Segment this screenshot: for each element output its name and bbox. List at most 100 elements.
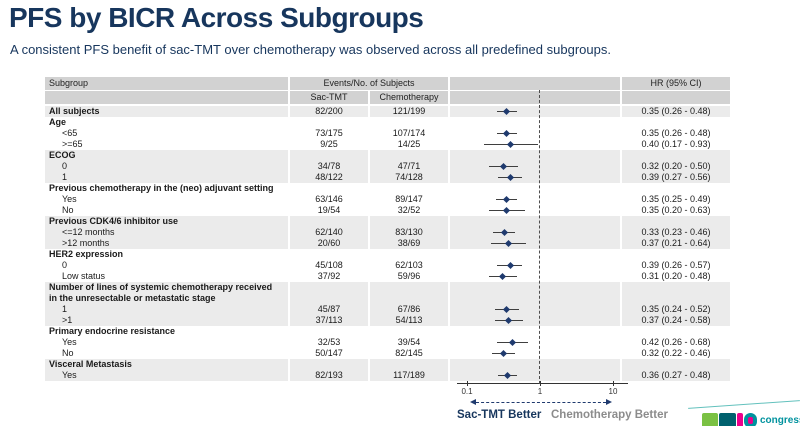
table-row: No 19/54 32/52 0.35 (0.20 - 0.63): [45, 205, 732, 216]
chemotherapy-events: 38/69: [370, 238, 448, 249]
row-label: 1: [45, 304, 288, 315]
table-body: All subjects 82/200 121/199 0.35 (0.26 - 0.…: [45, 106, 732, 381]
row-label: >12 months: [45, 238, 288, 249]
row-label: Number of lines of systemic chemotherapy…: [45, 282, 288, 293]
hr-ci-value: [622, 293, 730, 304]
sac-tmt-events: 37/92: [290, 271, 368, 282]
hr-ci-value: 0.42 (0.26 - 0.68): [622, 337, 730, 348]
group-header-row: ECOG: [45, 150, 732, 161]
sac-tmt-events: [290, 183, 368, 194]
hr-ci-value: 0.39 (0.27 - 0.56): [622, 172, 730, 183]
row-label: Yes: [45, 370, 288, 381]
row-label: No: [45, 205, 288, 216]
chemotherapy-events: [370, 293, 448, 304]
sac-tmt-events: [290, 249, 368, 260]
logo-magenta-block-icon: [737, 413, 743, 426]
chemotherapy-events: 74/128: [370, 172, 448, 183]
sac-tmt-events: [290, 150, 368, 161]
sac-tmt-events: [290, 293, 368, 304]
row-label: Previous chemotherapy in the (neo) adjuv…: [45, 183, 288, 194]
chemotherapy-events: [370, 183, 448, 194]
chemotherapy-events: 62/103: [370, 260, 448, 271]
sac-tmt-events: 34/78: [290, 161, 368, 172]
sac-tmt-events: [290, 359, 368, 370]
congress-logo: congress: [702, 413, 800, 426]
page-title: PFS by BICR Across Subgroups: [9, 2, 424, 33]
chemotherapy-events: [370, 282, 448, 293]
axis-tick-label: 0.1: [461, 387, 473, 396]
forest-plot-cell: [450, 359, 620, 370]
sac-tmt-events: 9/25: [290, 139, 368, 150]
chemotherapy-events: [370, 216, 448, 227]
hr-ci-value: [622, 326, 730, 337]
row-label: Primary endocrine resistance: [45, 326, 288, 337]
hr-ci-value: 0.35 (0.25 - 0.49): [622, 194, 730, 205]
sac-tmt-events: 82/200: [290, 106, 368, 117]
x-axis-line: [457, 383, 628, 384]
forest-plot-cell: [450, 249, 620, 260]
table-row: Yes 63/146 89/147 0.35 (0.25 - 0.49): [45, 194, 732, 205]
forest-plot-cell: [450, 348, 620, 359]
hr-point-marker: [503, 129, 511, 138]
row-label: <65: [45, 128, 288, 139]
sac-tmt-events: 37/113: [290, 315, 368, 326]
header-subgroup: Subgroup: [45, 77, 288, 90]
row-label: >=65: [45, 139, 288, 150]
forest-plot-cell: [450, 227, 620, 238]
forest-plot-cell: [450, 326, 620, 337]
hr-point-marker: [500, 349, 508, 358]
chemotherapy-events: 121/199: [370, 106, 448, 117]
arrow-right-icon: [606, 399, 612, 405]
hr-point-marker: [503, 195, 511, 204]
hr-ci-value: 0.35 (0.20 - 0.63): [622, 205, 730, 216]
table-row: 0 34/78 47/71 0.32 (0.20 - 0.50): [45, 161, 732, 172]
hr-ci-value: [622, 183, 730, 194]
axis-tick-label: 10: [608, 387, 618, 396]
row-label: No: [45, 348, 288, 359]
hr-point-marker: [506, 261, 514, 270]
header-hr-spacer: [622, 91, 730, 104]
hr-ci-value: 0.36 (0.27 - 0.48): [622, 370, 730, 381]
hr-point-marker: [508, 338, 517, 347]
row-label: 0: [45, 260, 288, 271]
hr-ci-value: [622, 359, 730, 370]
hr-ci-value: 0.35 (0.26 - 0.48): [622, 106, 730, 117]
hr-ci-value: 0.32 (0.22 - 0.46): [622, 348, 730, 359]
hr-ci-value: 0.32 (0.20 - 0.50): [622, 161, 730, 172]
table-row: 1 45/87 67/86 0.35 (0.24 - 0.52): [45, 304, 732, 315]
hr-point-marker: [506, 173, 514, 182]
header-subgroup-spacer: [45, 91, 288, 104]
table-row: <65 73/175 107/174 0.35 (0.26 - 0.48): [45, 128, 732, 139]
forest-plot-cell: [450, 117, 620, 128]
row-label: Previous CDK4/6 inhibitor use: [45, 216, 288, 227]
hr-ci-value: 0.35 (0.24 - 0.52): [622, 304, 730, 315]
chemotherapy-events: [370, 150, 448, 161]
chemotherapy-events: [370, 249, 448, 260]
table-row: <=12 months 62/140 83/130 0.33 (0.23 - 0.46…: [45, 227, 732, 238]
sac-tmt-events: [290, 117, 368, 128]
sac-tmt-events: 45/87: [290, 304, 368, 315]
table-row: No 50/147 82/145 0.32 (0.22 - 0.46): [45, 348, 732, 359]
axis-tick: [540, 381, 541, 386]
hr-point-marker: [503, 206, 511, 215]
sac-tmt-events: [290, 326, 368, 337]
forest-plot-cell: [450, 205, 620, 216]
sac-tmt-events: 63/146: [290, 194, 368, 205]
sac-tmt-events: [290, 216, 368, 227]
forest-plot-cell: [450, 282, 620, 293]
row-label: >1: [45, 315, 288, 326]
group-header-row: Previous chemotherapy in the (neo) adjuv…: [45, 183, 732, 194]
sac-tmt-events: 73/175: [290, 128, 368, 139]
forest-plot-cell: [450, 183, 620, 194]
hr-1-reference-line: [539, 90, 540, 384]
forest-plot-cell: [450, 139, 620, 150]
group-header-row: Number of lines of systemic chemotherapy…: [45, 282, 732, 293]
chemotherapy-events: [370, 117, 448, 128]
axis-tick: [467, 381, 468, 386]
forest-plot-cell: [450, 337, 620, 348]
logo-teal-block-icon: [719, 413, 736, 426]
hr-ci-value: [622, 216, 730, 227]
chemotherapy-events: [370, 326, 448, 337]
hr-ci-value: 0.40 (0.17 - 0.93): [622, 139, 730, 150]
table-row: Yes 32/53 39/54 0.42 (0.26 - 0.68): [45, 337, 732, 348]
